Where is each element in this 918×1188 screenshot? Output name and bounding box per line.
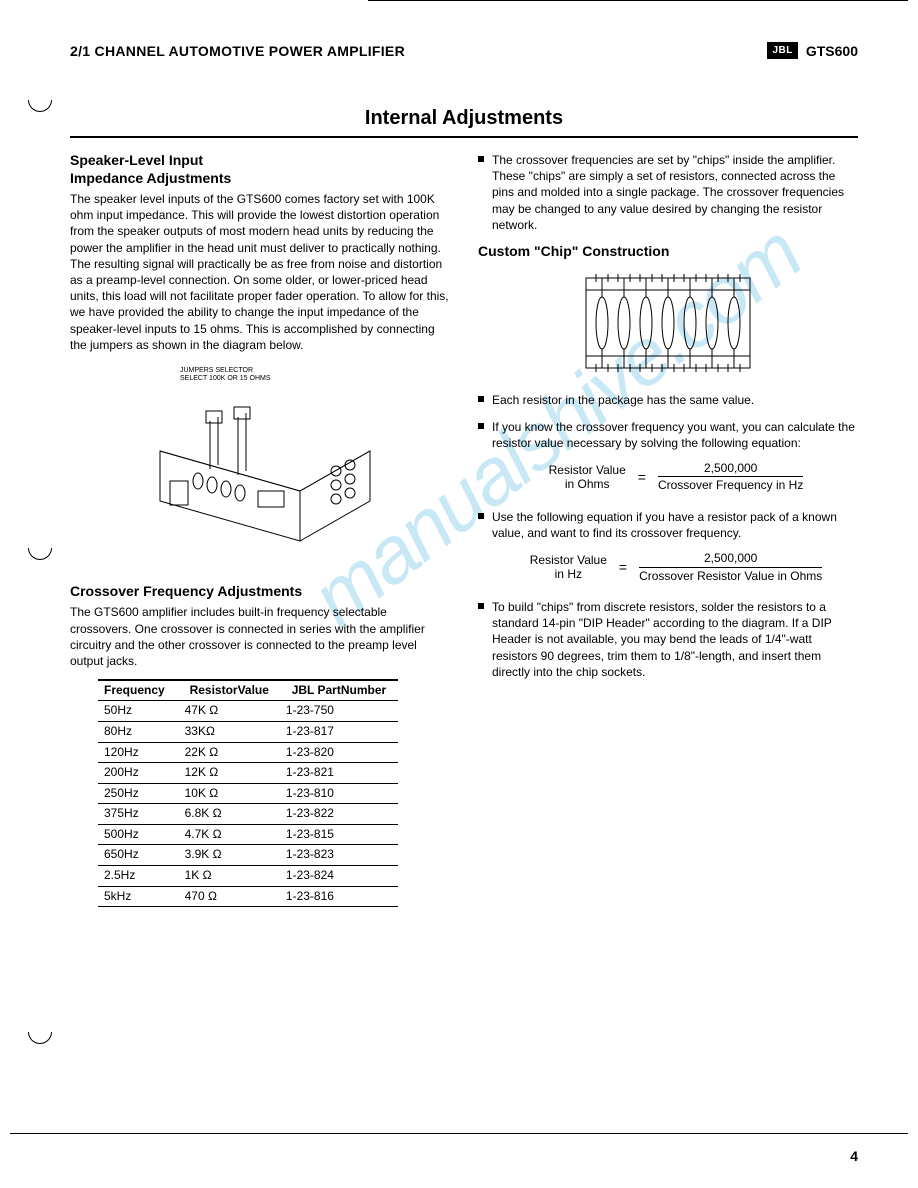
section-heading-crossover: Crossover Frequency Adjustments (70, 583, 450, 601)
table-header: JBL PartNumber (280, 680, 398, 701)
table-cell: 1-23-815 (280, 824, 398, 845)
page-number: 4 (850, 1148, 858, 1164)
table-cell: 1-23-816 (280, 886, 398, 907)
table-cell: 6.8K Ω (179, 804, 280, 825)
table-cell: 50Hz (98, 701, 179, 722)
table-row: 120Hz22K Ω1-23-820 (98, 742, 398, 763)
bullet-square-icon (478, 156, 484, 162)
right-column: The crossover frequencies are set by "ch… (478, 152, 858, 907)
equation-crossover-freq: Resistor Value in Hz = 2,500,000 Crossov… (494, 551, 858, 583)
table-cell: 500Hz (98, 824, 179, 845)
bullet-text: The crossover frequencies are set by "ch… (492, 152, 858, 233)
table-cell: 1-23-810 (280, 783, 398, 804)
bullet-text: If you know the crossover frequency you … (492, 419, 858, 451)
table-cell: 4.7K Ω (179, 824, 280, 845)
table-row: 650Hz3.9K Ω1-23-823 (98, 845, 398, 866)
bullet-square-icon (478, 396, 484, 402)
header-left-text: 2/1 CHANNEL AUTOMOTIVE POWER AMPLIFIER (70, 43, 405, 59)
jumper-diagram: JUMPERS SELECTOR SELECT 100K OR 15 OHMS (130, 363, 390, 563)
title-rule (70, 136, 858, 138)
page-title: Internal Adjustments (70, 107, 858, 130)
crossover-body: The GTS600 amplifier includes built-in f… (70, 604, 450, 669)
chip-diagram (578, 268, 758, 378)
binding-mark-icon (28, 1032, 52, 1044)
table-cell: 5kHz (98, 886, 179, 907)
table-row: 2.5Hz1K Ω1-23-824 (98, 866, 398, 887)
table-cell: 1-23-821 (280, 763, 398, 784)
table-cell: 1-23-824 (280, 866, 398, 887)
table-row: 375Hz6.8K Ω1-23-822 (98, 804, 398, 825)
equation-resistor-value: Resistor Value in Ohms = 2,500,000 Cross… (494, 461, 858, 493)
amplifier-board-icon (150, 381, 380, 551)
table-cell: 1-23-823 (280, 845, 398, 866)
table-cell: 120Hz (98, 742, 179, 763)
table-cell: 33KΩ (179, 721, 280, 742)
table-cell: 3.9K Ω (179, 845, 280, 866)
table-cell: 1-23-820 (280, 742, 398, 763)
frequency-table: Frequency ResistorValue JBL PartNumber 5… (98, 679, 398, 907)
model-number: GTS600 (806, 43, 858, 59)
bullet-square-icon (478, 513, 484, 519)
brand-logo: JBL (767, 42, 797, 59)
page-header: 2/1 CHANNEL AUTOMOTIVE POWER AMPLIFIER J… (70, 42, 858, 59)
table-row: 200Hz12K Ω1-23-821 (98, 763, 398, 784)
table-cell: 1-23-822 (280, 804, 398, 825)
table-cell: 470 Ω (179, 886, 280, 907)
table-cell: 80Hz (98, 721, 179, 742)
bullet-square-icon (478, 423, 484, 429)
table-row: 5kHz470 Ω1-23-816 (98, 886, 398, 907)
table-cell: 650Hz (98, 845, 179, 866)
bullet-text: Each resistor in the package has the sam… (492, 392, 858, 408)
table-cell: 1-23-750 (280, 701, 398, 722)
table-cell: 1K Ω (179, 866, 280, 887)
section-heading-impedance: Speaker-Level Input Impedance Adjustment… (70, 152, 450, 187)
table-cell: 375Hz (98, 804, 179, 825)
table-cell: 10K Ω (179, 783, 280, 804)
left-column: Speaker-Level Input Impedance Adjustment… (70, 152, 450, 907)
table-row: 500Hz4.7K Ω1-23-815 (98, 824, 398, 845)
section-heading-chip: Custom "Chip" Construction (478, 243, 858, 261)
table-cell: 22K Ω (179, 742, 280, 763)
table-header: ResistorValue (179, 680, 280, 701)
table-cell: 200Hz (98, 763, 179, 784)
table-header: Frequency (98, 680, 179, 701)
table-cell: 2.5Hz (98, 866, 179, 887)
table-row: 50Hz47K Ω1-23-750 (98, 701, 398, 722)
table-cell: 12K Ω (179, 763, 280, 784)
bullet-text: Use the following equation if you have a… (492, 509, 858, 541)
table-cell: 250Hz (98, 783, 179, 804)
table-row: 80Hz33KΩ1-23-817 (98, 721, 398, 742)
footer-rule (10, 1133, 908, 1134)
bullet-square-icon (478, 603, 484, 609)
table-cell: 47K Ω (179, 701, 280, 722)
table-row: 250Hz10K Ω1-23-810 (98, 783, 398, 804)
diagram-label-l1: JUMPERS SELECTOR (180, 367, 253, 374)
table-cell: 1-23-817 (280, 721, 398, 742)
impedance-body: The speaker level inputs of the GTS600 c… (70, 191, 450, 353)
bullet-text: To build "chips" from discrete resistors… (492, 599, 858, 680)
dip-chip-icon (578, 268, 758, 378)
